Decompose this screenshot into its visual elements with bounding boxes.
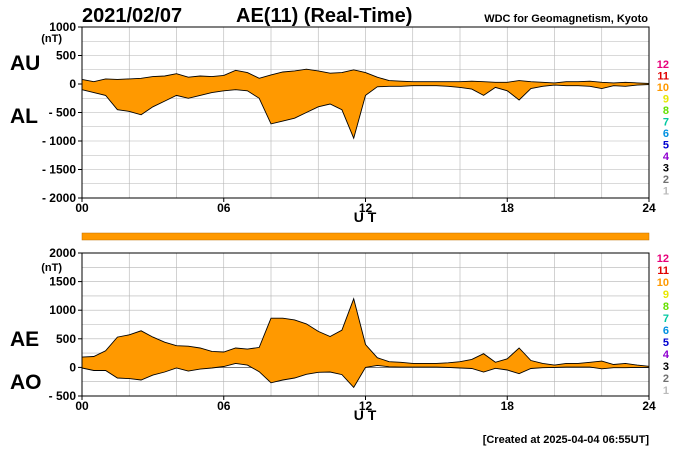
ae-ao-x-tick-label: 18 (501, 399, 515, 413)
ae-ao-station-3: 3 (663, 361, 669, 373)
au-al-x-tick-label: 06 (217, 201, 231, 215)
ae-ao-y-ticks: 2000 1500 1000 500 0 - 500 (49, 246, 82, 403)
ae-ao-station-8: 8 (663, 301, 669, 313)
ao-series-line (81, 362, 649, 389)
au-al-station-12: 12 (657, 59, 669, 71)
au-al-y-tick-label: - 2000 (42, 191, 76, 205)
ae-ao-y-tick-label: 1000 (49, 303, 76, 317)
ae-ao-x-tick-label: 00 (75, 399, 89, 413)
au-al-x-tick-label: 00 (75, 201, 89, 215)
au-al-y-tick-label: 1000 (49, 20, 76, 34)
ae-ao-area (81, 297, 650, 389)
au-al-station-2: 2 (663, 174, 669, 186)
au-al-station-9: 9 (663, 94, 669, 106)
ae-ao-station-2: 2 (663, 373, 669, 385)
au-al-station-7: 7 (663, 117, 669, 129)
ae-ao-x-tick-label: 12 (359, 399, 373, 413)
au-al-y-tick-label: 500 (56, 49, 76, 63)
ae-ao-y-tick-label: 0 (69, 360, 76, 374)
plot-date: 2021/02/07 (82, 5, 182, 27)
ae-ao-grid (82, 253, 649, 396)
au-al-x-tick-label: 24 (642, 201, 656, 215)
au-al-y-unit: (nT) (41, 33, 62, 45)
au-al-y-tick-label: - 1500 (42, 163, 76, 177)
ae-ao-station-1: 1 (663, 385, 669, 397)
al-label: AL (10, 105, 38, 128)
ae-ao-station-4: 4 (663, 349, 670, 361)
au-al-station-4: 4 (663, 151, 670, 163)
au-al-x-tick-label: 12 (359, 201, 373, 215)
au-al-station-8: 8 (663, 105, 669, 117)
ae-ao-fill (82, 298, 649, 388)
au-al-y-tick-label: - 1000 (42, 134, 76, 148)
ae-ao-y-tick-label: 1500 (49, 275, 76, 289)
ae-ao-station-12: 12 (657, 253, 669, 265)
au-al-grid (82, 27, 649, 198)
separator-bar (81, 232, 650, 241)
ae-ao-station-7: 7 (663, 313, 669, 325)
ae-ao-y-tick-label: 500 (56, 332, 76, 346)
au-al-fill (82, 69, 649, 139)
ae-ao-station-6: 6 (663, 325, 669, 337)
ae-ao-x-tick-label: 06 (217, 399, 231, 413)
ae-ao-station-9: 9 (663, 289, 669, 301)
ao-label: AO (10, 371, 42, 394)
au-al-station-6: 6 (663, 128, 669, 140)
data-source: WDC for Geomagnetism, Kyoto (484, 13, 648, 25)
ae-ao-station-5: 5 (663, 337, 669, 349)
ae-ao-station-10: 10 (657, 277, 669, 289)
au-al-station-11: 11 (657, 71, 669, 83)
au-al-x-tick-label: 18 (501, 201, 515, 215)
au-al-x-ticks: 00 06 12 18 24 (75, 198, 656, 215)
au-al-station-1: 1 (663, 186, 669, 198)
created-timestamp: [Created at 2025-04-04 06:55UT] (483, 434, 650, 446)
ae-ao-y-unit: (nT) (41, 262, 62, 274)
au-al-y-tick-label: 0 (69, 77, 76, 91)
au-al-station-3: 3 (663, 163, 669, 175)
ae-ao-y-tick-label: 2000 (49, 246, 76, 260)
au-al-station-5: 5 (663, 140, 669, 152)
ae-ao-station-11: 11 (657, 265, 669, 277)
au-label: AU (10, 52, 40, 75)
au-al-area (81, 68, 650, 140)
au-al-y-ticks: 1000 500 0 - 500 - 1000 - 1500 - 2000 (42, 20, 82, 205)
au-al-x-label: U T (354, 209, 377, 225)
au-al-station-10: 10 (657, 82, 669, 94)
ae-ao-x-label: U T (354, 407, 377, 423)
ae-ao-y-tick-label: - 500 (49, 389, 77, 403)
ae-ao-x-tick-label: 24 (642, 399, 656, 413)
ae-label: AE (10, 328, 39, 351)
au-series-line (81, 68, 650, 84)
au-al-y-tick-label: - 500 (49, 106, 77, 120)
plot-title: AE(11) (Real-Time) (236, 5, 412, 27)
ae-ao-x-ticks: 00 06 12 18 24 (75, 396, 656, 413)
al-series-line (81, 84, 650, 140)
ae-series-line (81, 297, 650, 367)
